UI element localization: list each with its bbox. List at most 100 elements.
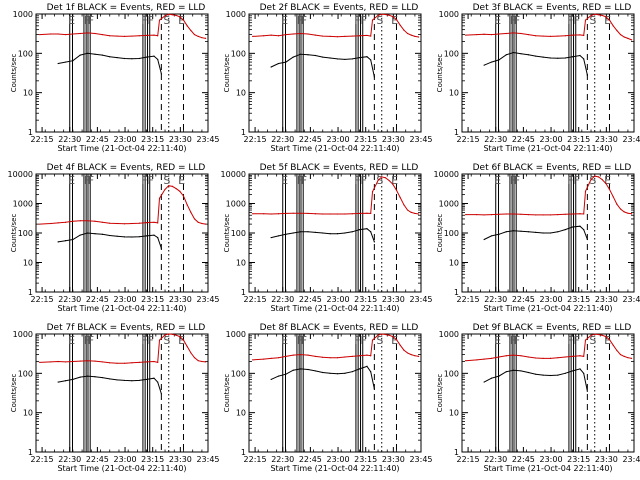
series-events — [270, 228, 375, 243]
panel-title: Det 1f BLACK = Events, RED = LLD — [47, 3, 206, 13]
event-annotation: FF — [567, 174, 580, 187]
data-point-events — [351, 371, 353, 373]
data-point-lld — [483, 358, 485, 360]
data-point-events — [131, 380, 133, 382]
series-lld — [465, 333, 632, 362]
data-point-events — [270, 236, 272, 239]
event-annotation: E — [178, 174, 185, 187]
data-point-lld — [322, 35, 324, 37]
data-point-events — [336, 373, 339, 375]
data-point-lld — [627, 212, 629, 214]
data-point-events — [542, 56, 544, 58]
data-point-lld — [623, 36, 625, 38]
y-tick-label: 1000 — [439, 330, 459, 339]
plot-frame — [35, 173, 209, 293]
y-tick-label: 10 — [23, 409, 33, 418]
data-point-lld — [190, 29, 192, 32]
y-tick-label: 1000 — [13, 10, 33, 19]
data-point-events — [146, 56, 148, 58]
data-point-events — [314, 231, 316, 233]
event-annotation: S — [589, 14, 596, 27]
data-point-lld — [186, 25, 188, 27]
data-point-events — [344, 58, 346, 61]
plot-frame — [248, 13, 422, 133]
data-point-lld — [270, 357, 272, 359]
data-point-lld — [513, 213, 515, 215]
data-point-lld — [87, 220, 89, 222]
data-point-lld — [146, 34, 148, 37]
data-point-lld — [616, 349, 618, 352]
data-point-events — [520, 53, 522, 55]
event-annotation: S — [376, 174, 383, 187]
data-point-lld — [116, 362, 118, 364]
series-lld — [39, 185, 206, 225]
x-tick-label: 23:30 — [382, 135, 405, 144]
data-point-lld — [557, 214, 559, 216]
data-point-lld — [292, 354, 294, 356]
x-tick-label: 23:15 — [567, 455, 590, 464]
y-tick-label: 10000 — [8, 170, 33, 179]
data-point-lld — [395, 339, 398, 341]
data-point-lld — [483, 33, 485, 35]
data-point-lld — [292, 212, 294, 214]
data-point-lld — [627, 357, 629, 359]
y-tick-label: 1 — [454, 288, 459, 297]
event-annotation: F — [88, 174, 94, 187]
data-point-lld — [72, 360, 74, 363]
data-point-lld — [377, 334, 379, 336]
data-point-lld — [270, 34, 272, 36]
data-point-lld — [158, 339, 161, 341]
event-annotation: E — [604, 334, 611, 347]
data-point-lld — [179, 16, 181, 18]
data-point-lld — [597, 176, 600, 178]
data-point-lld — [359, 35, 361, 37]
data-point-events — [101, 54, 103, 56]
data-point-lld — [300, 212, 302, 214]
data-point-lld — [371, 19, 374, 21]
event-annotation: F — [514, 334, 520, 347]
data-point-events — [586, 74, 588, 76]
data-point-events — [583, 58, 585, 60]
panel-7: Det 7f BLACK = Events, RED = LLD 1 10 100 10… — [10, 323, 220, 473]
data-point-events — [307, 54, 309, 56]
data-point-events — [131, 58, 133, 60]
event-annotation: E — [391, 174, 398, 187]
data-point-lld — [619, 33, 622, 36]
data-point-lld — [579, 355, 581, 357]
data-point-lld — [263, 358, 265, 360]
event-annotation: S — [163, 14, 170, 27]
data-point-lld — [403, 349, 405, 351]
data-point-lld — [370, 35, 372, 37]
y-tick-label: 100 — [231, 49, 246, 58]
x-tick-label: 23:00 — [114, 295, 137, 304]
y-axis-label: Counts/sec — [436, 214, 444, 253]
data-point-lld — [307, 33, 309, 35]
data-point-events — [300, 368, 302, 370]
data-point-events — [583, 229, 585, 231]
data-point-lld — [344, 35, 346, 37]
data-point-events — [94, 233, 96, 235]
data-point-lld — [72, 33, 74, 35]
event-annotation: S — [163, 174, 170, 187]
data-point-lld — [513, 354, 515, 356]
data-point-lld — [79, 360, 81, 362]
data-point-events — [557, 374, 559, 376]
data-point-lld — [190, 352, 192, 354]
data-point-lld — [64, 221, 67, 223]
data-point-lld — [590, 178, 592, 181]
event-annotation: F — [514, 14, 520, 27]
data-point-lld — [205, 361, 207, 363]
x-tick-label: 22:30 — [271, 295, 294, 304]
data-point-lld — [197, 35, 199, 37]
x-tick-label: 23:15 — [141, 455, 164, 464]
y-tick-label: 1000 — [439, 200, 459, 209]
series-events — [270, 365, 375, 390]
data-point-lld — [608, 188, 611, 191]
x-axis-label: Start Time (21-Oct-04 22:11:40) — [270, 464, 399, 473]
data-point-lld — [616, 203, 618, 205]
event-annotation: E — [494, 334, 501, 347]
data-point-lld — [109, 222, 111, 224]
y-tick-label: 1000 — [226, 200, 246, 209]
data-point-lld — [572, 355, 574, 357]
data-point-lld — [336, 357, 339, 359]
